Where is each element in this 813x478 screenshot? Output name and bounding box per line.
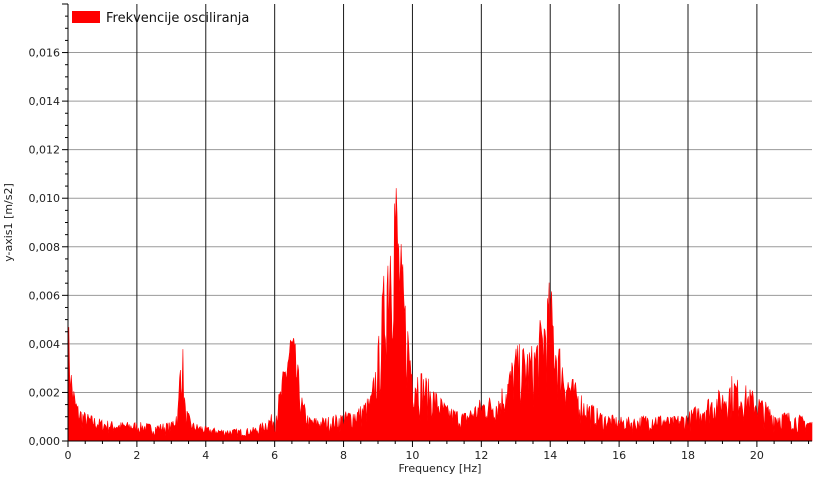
x-tick-label: 2 xyxy=(133,449,140,462)
x-tick-label: 16 xyxy=(612,449,626,462)
legend-swatch xyxy=(72,11,100,23)
y-tick-label: 0,016 xyxy=(29,47,61,60)
x-axis-label: Frequency [Hz] xyxy=(399,462,482,475)
y-tick-label: 0,008 xyxy=(29,241,61,254)
y-tick-label: 0,010 xyxy=(29,192,61,205)
x-tick-label: 14 xyxy=(543,449,557,462)
y-tick-label: 0,000 xyxy=(29,435,61,448)
y-tick-label: 0,006 xyxy=(29,289,61,302)
x-tick-label: 0 xyxy=(65,449,72,462)
grid-lines xyxy=(68,4,812,441)
spectrum-area xyxy=(67,188,813,442)
x-axis-ticks: 0 2 4 6 8 10 12 14 16 18 20 xyxy=(65,441,810,462)
y-tick-label: 0,012 xyxy=(29,144,61,157)
y-tick-label: 0,002 xyxy=(29,386,61,399)
y-axis-label: y-axis1 [m/s2] xyxy=(2,183,15,262)
x-tick-label: 8 xyxy=(340,449,347,462)
legend: Frekvencije osciliranja xyxy=(72,11,249,26)
spectrum-series xyxy=(67,188,813,442)
legend-label: Frekvencije osciliranja xyxy=(106,11,249,26)
x-tick-label: 4 xyxy=(202,449,209,462)
x-tick-label: 12 xyxy=(474,449,488,462)
y-axis-ticks: 0,000 0,002 0,004 0,006 0,008 0,010 0,012 0,014… xyxy=(29,3,68,448)
x-tick-label: 6 xyxy=(271,449,278,462)
y-tick-label: 0,014 xyxy=(29,95,61,108)
x-tick-label: 20 xyxy=(750,449,764,462)
x-tick-label: 18 xyxy=(681,449,695,462)
y-tick-label: 0,004 xyxy=(29,338,61,351)
x-tick-label: 10 xyxy=(405,449,419,462)
